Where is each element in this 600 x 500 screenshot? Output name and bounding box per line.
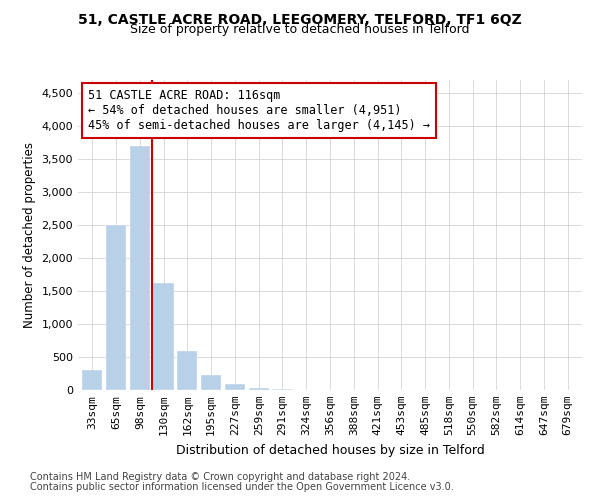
Text: 51 CASTLE ACRE ROAD: 116sqm
← 54% of detached houses are smaller (4,951)
45% of : 51 CASTLE ACRE ROAD: 116sqm ← 54% of det…: [88, 90, 430, 132]
Bar: [154, 283, 173, 390]
Bar: [272, 389, 293, 390]
Text: 51, CASTLE ACRE ROAD, LEEGOMERY, TELFORD, TF1 6QZ: 51, CASTLE ACRE ROAD, LEEGOMERY, TELFORD…: [78, 12, 522, 26]
Y-axis label: Number of detached properties: Number of detached properties: [23, 142, 36, 328]
Bar: [82, 370, 103, 390]
X-axis label: Distribution of detached houses by size in Telford: Distribution of detached houses by size …: [176, 444, 484, 456]
Text: Size of property relative to detached houses in Telford: Size of property relative to detached ho…: [130, 22, 470, 36]
Bar: [106, 225, 126, 390]
Bar: [248, 388, 269, 390]
Bar: [201, 376, 221, 390]
Bar: [177, 351, 197, 390]
Bar: [130, 146, 150, 390]
Bar: [225, 384, 245, 390]
Text: Contains public sector information licensed under the Open Government Licence v3: Contains public sector information licen…: [30, 482, 454, 492]
Text: Contains HM Land Registry data © Crown copyright and database right 2024.: Contains HM Land Registry data © Crown c…: [30, 472, 410, 482]
